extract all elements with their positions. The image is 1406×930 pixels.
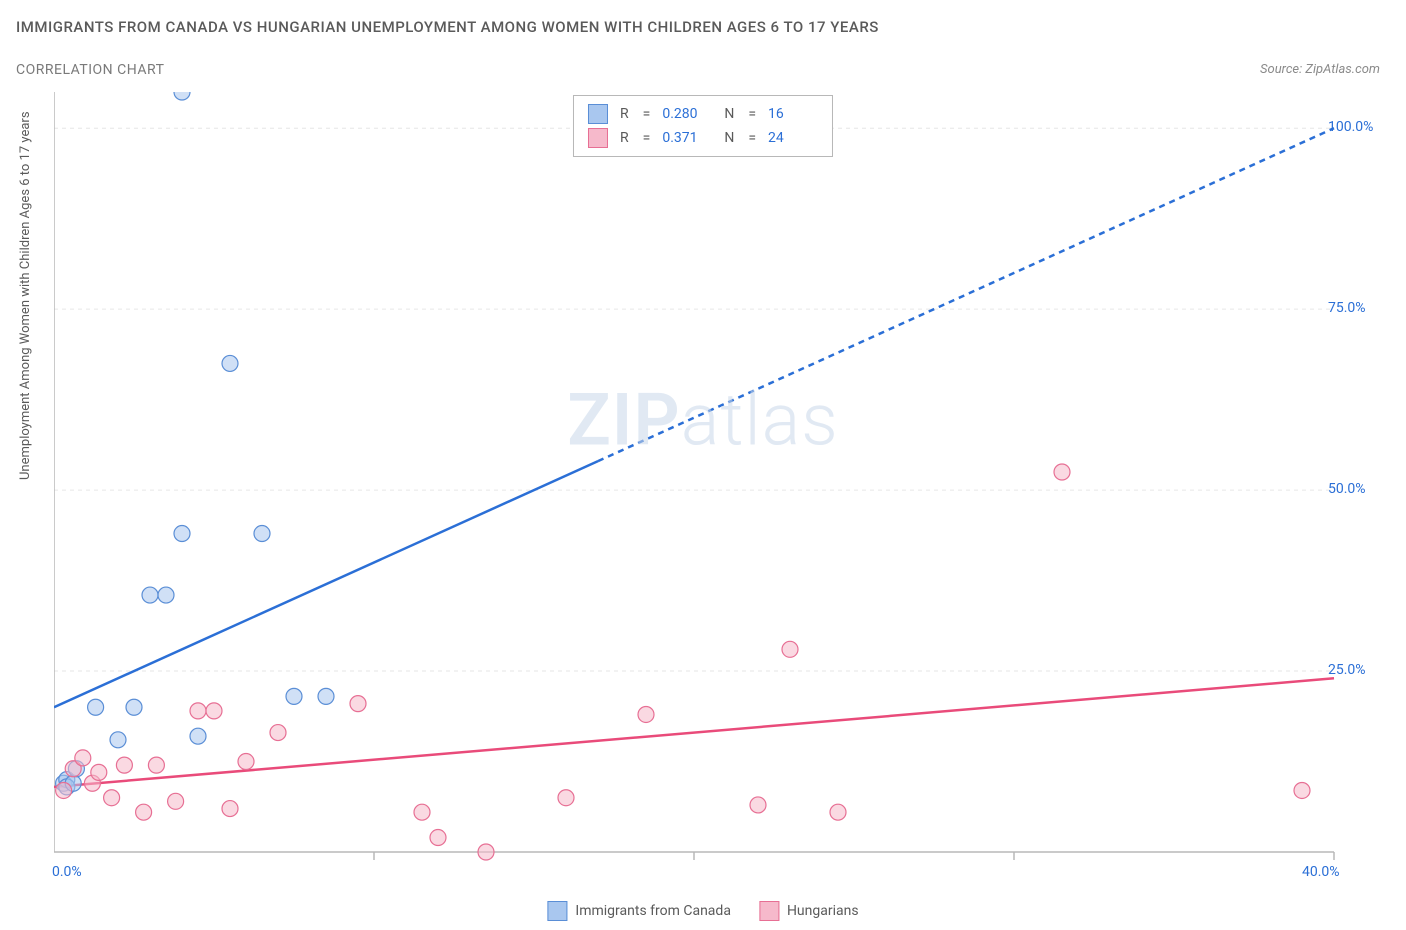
series-legend: Immigrants from Canada Hungarians <box>547 901 858 921</box>
legend-eq: = <box>748 130 756 146</box>
chart-area: 0.0% 40.0% 25.0% 50.0% 75.0% 100.0% <box>54 92 1386 882</box>
y-tick-label: 100.0% <box>1328 119 1373 135</box>
legend-r-label: R <box>620 106 629 122</box>
legend-n-value-1: 16 <box>768 106 818 122</box>
legend-n-label: N <box>724 106 734 122</box>
legend-label-hungarian: Hungarians <box>787 903 859 919</box>
legend-r-value-1: 0.280 <box>662 106 712 122</box>
legend-r-value-2: 0.371 <box>662 130 712 146</box>
chart-title: IMMIGRANTS FROM CANADA VS HUNGARIAN UNEM… <box>16 18 879 36</box>
legend-eq: = <box>748 106 756 122</box>
legend-swatch-hungarian <box>588 128 608 148</box>
legend-n-value-2: 24 <box>768 130 818 146</box>
legend-swatch-canada <box>588 104 608 124</box>
y-tick-label: 75.0% <box>1328 300 1366 316</box>
x-tick-label: 0.0% <box>52 864 82 880</box>
legend-swatch-canada <box>547 901 567 921</box>
correlation-legend: R = 0.280 N = 16 R = 0.371 N = 24 <box>573 95 833 157</box>
legend-n-label: N <box>724 130 734 146</box>
legend-item-canada: Immigrants from Canada <box>547 901 731 921</box>
scatter-chart <box>54 92 1386 882</box>
y-tick-label: 25.0% <box>1328 662 1366 678</box>
legend-row-1: R = 0.280 N = 16 <box>588 102 818 126</box>
legend-item-hungarian: Hungarians <box>759 901 859 921</box>
chart-subtitle: CORRELATION CHART <box>16 62 164 78</box>
legend-eq: = <box>643 106 651 122</box>
x-tick-label: 40.0% <box>1302 864 1340 880</box>
legend-eq: = <box>643 130 651 146</box>
legend-label-canada: Immigrants from Canada <box>575 903 731 919</box>
source-attribution: Source: ZipAtlas.com <box>1260 62 1380 77</box>
legend-r-label: R <box>620 130 629 146</box>
y-axis-label: Unemployment Among Women with Children A… <box>18 111 33 480</box>
legend-row-2: R = 0.371 N = 24 <box>588 126 818 150</box>
y-tick-label: 50.0% <box>1328 481 1366 497</box>
legend-swatch-hungarian <box>759 901 779 921</box>
